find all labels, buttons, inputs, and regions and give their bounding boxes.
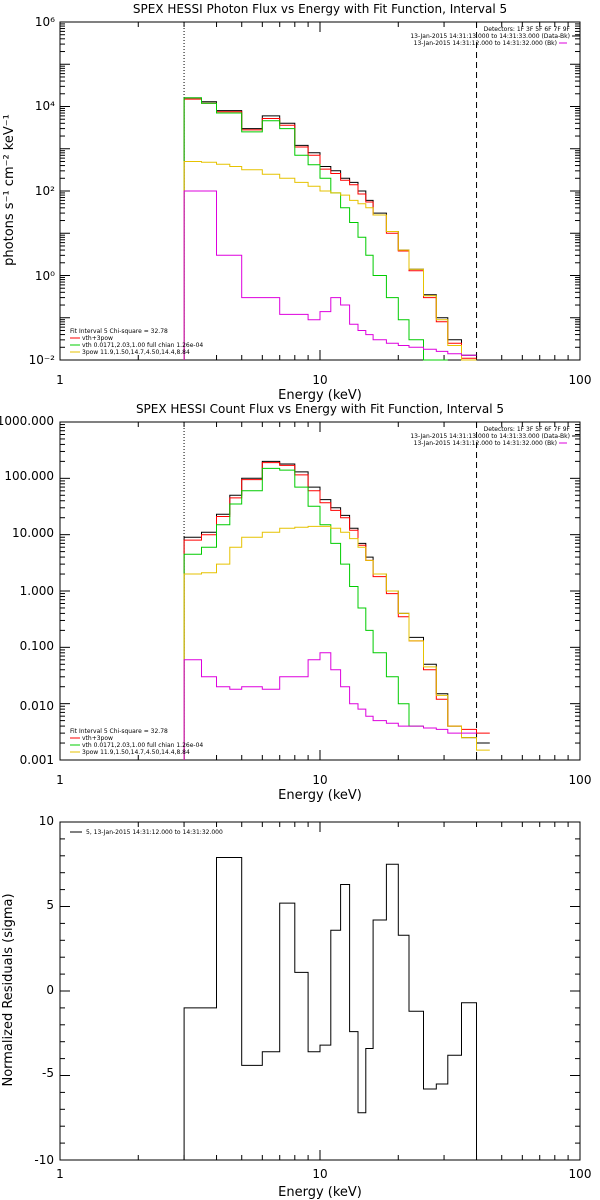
count-x-ticks: 1 10 100 [56, 773, 591, 787]
photon-x-axis-label: Energy (keV) [278, 388, 362, 403]
photon-series-background [183, 190, 477, 360]
count-x-tick-100: 100 [569, 773, 592, 787]
photon-x-tick-100: 100 [569, 373, 592, 387]
photon-series-total_fit [183, 98, 477, 360]
residuals-legend-label: 5, 13-Jan-2015 14:31:12.000 to 14:31:32.… [86, 829, 223, 836]
photon-y-tick-1e2: 10² [35, 184, 55, 198]
count-y-tick-1000.000: 1000.000 [0, 414, 54, 428]
count-y-tick-0.010: 0.010 [20, 699, 54, 713]
residuals-y-tick-minus5: -5 [42, 1066, 54, 1080]
photon-x-ticks: 1 10 100 [56, 373, 591, 387]
count-legend-detectors: Detectors: 1F 3F 5F 6F 7F 9F [484, 426, 571, 433]
photon-panel-title: SPEX HESSI Photon Flux vs Energy with Fi… [133, 2, 507, 16]
photon-legend-vth: vth 0.0171,2.03,1.00 full chian 1.26e-04 [82, 342, 203, 349]
photon-x-tick-10: 10 [312, 373, 327, 387]
photon-y-tick-1e6: 10⁶ [35, 15, 55, 29]
count-y-tick-0.100: 0.100 [20, 639, 54, 653]
photon-y-ticks: 10⁻² 10⁰ 10² 10⁴ 10⁶ [29, 15, 56, 367]
photon-series-vth [183, 97, 448, 361]
residuals-frame [59, 821, 581, 1161]
residuals-y-ticks: -10 -5 0 5 10 [34, 814, 54, 1167]
photon-legend-3pow: 3pow 11.9,1.50,14.7,4.50,14.4,8.84 [82, 349, 190, 356]
count-legend-total: vth+3pow [82, 735, 113, 742]
photon-legend-bk-interval: 13-Jan-2015 14:31:12.000 to 14:31:32.000… [414, 40, 557, 47]
count-y-tick-0.001: 0.001 [20, 753, 54, 767]
photon-plot-area [59, 21, 581, 361]
photon-flux-panel: SPEX HESSI Photon Flux vs Energy with Fi… [2, 2, 591, 403]
count-legend-bk-interval: 13-Jan-2015 14:31:12.000 to 14:31:32.000… [414, 440, 557, 447]
residuals-y-axis-label: Normalized Residuals (sigma) [1, 893, 16, 1086]
residuals-y-tick-5: 5 [46, 898, 54, 912]
residuals-legend: 5, 13-Jan-2015 14:31:12.000 to 14:31:32.… [70, 829, 223, 836]
photon-legend-total: vth+3pow [82, 335, 113, 342]
count-legend-fit-interval: Fit Interval 5 Chi-square = 32.78 [70, 728, 168, 735]
photon-series-observed [183, 97, 477, 360]
photon-y-axis-label: photons s⁻¹ cm⁻² keV⁻¹ [2, 114, 17, 266]
count-y-tick-1.000: 1.000 [20, 584, 54, 598]
count-series-vth [183, 467, 424, 760]
count-x-axis-label: Energy (keV) [278, 788, 362, 803]
photon-x-tick-1: 1 [56, 373, 64, 387]
count-y-ticks: 0.001 0.010 0.100 1.000 10.000 100.000 1… [0, 414, 54, 767]
count-series-3pow [183, 525, 490, 760]
count-flux-panel: SPEX HESSI Count Flux vs Energy with Fit… [0, 402, 591, 803]
count-y-tick-10.000: 10.000 [12, 526, 54, 540]
photon-legend-left: Fit Interval 5 Chi-square = 32.78 vth+3p… [70, 328, 203, 356]
count-legend-left: Fit Interval 5 Chi-square = 32.78 vth+3p… [70, 728, 203, 756]
photon-y-tick-1e0: 10⁰ [35, 269, 55, 283]
residuals-x-ticks: 1 10 100 [56, 1167, 591, 1181]
residuals-y-tick-0: 0 [46, 983, 54, 997]
residuals-x-tick-10: 10 [312, 1167, 327, 1181]
count-legend-data-interval: 13-Jan-2015 14:31:13.000 to 14:31:33.000… [410, 433, 570, 440]
count-legend-vth: vth 0.0171,2.03,1.00 full chian 1.26e-04 [82, 742, 203, 749]
photon-legend-fit-interval: Fit Interval 5 Chi-square = 32.78 [70, 328, 168, 335]
count-legend-3pow: 3pow 11.9,1.50,14.7,4.50,14.4,8.84 [82, 749, 190, 756]
count-plot-area [59, 421, 581, 761]
count-x-tick-1: 1 [56, 773, 64, 787]
photon-legend-right: Detectors: 1F 3F 5F 6F 7F 9F 13-Jan-2015… [410, 26, 580, 47]
photon-y-tick-1e-2: 10⁻² [29, 353, 56, 367]
residuals-plot-area [59, 821, 581, 1161]
residuals-x-axis-label: Energy (keV) [278, 1185, 362, 1200]
photon-legend-detectors: Detectors: 1F 3F 5F 6F 7F 9F [484, 26, 571, 33]
count-legend-right: Detectors: 1F 3F 5F 6F 7F 9F 13-Jan-2015… [410, 426, 580, 447]
residuals-panel: 1 10 100 -10 -5 0 5 10 Energy (keV) Norm… [1, 814, 591, 1200]
count-panel-title: SPEX HESSI Count Flux vs Energy with Fit… [136, 402, 504, 416]
photon-y-tick-1e4: 10⁴ [35, 99, 55, 113]
photon-legend-data-interval: 13-Jan-2015 14:31:13.000 to 14:31:33.000… [410, 33, 570, 40]
residuals-x-tick-1: 1 [56, 1167, 64, 1181]
residuals-x-tick-100: 100 [569, 1167, 592, 1181]
residuals-y-tick-10: 10 [39, 814, 54, 828]
residuals-series-observed [183, 857, 477, 1160]
count-x-tick-10: 10 [312, 773, 327, 787]
count-series-background [183, 652, 477, 760]
count-y-tick-100.000: 100.000 [4, 469, 54, 483]
residuals-y-tick-minus10: -10 [34, 1153, 54, 1167]
count-frame [59, 421, 581, 761]
photon-series-3pow [183, 161, 477, 361]
